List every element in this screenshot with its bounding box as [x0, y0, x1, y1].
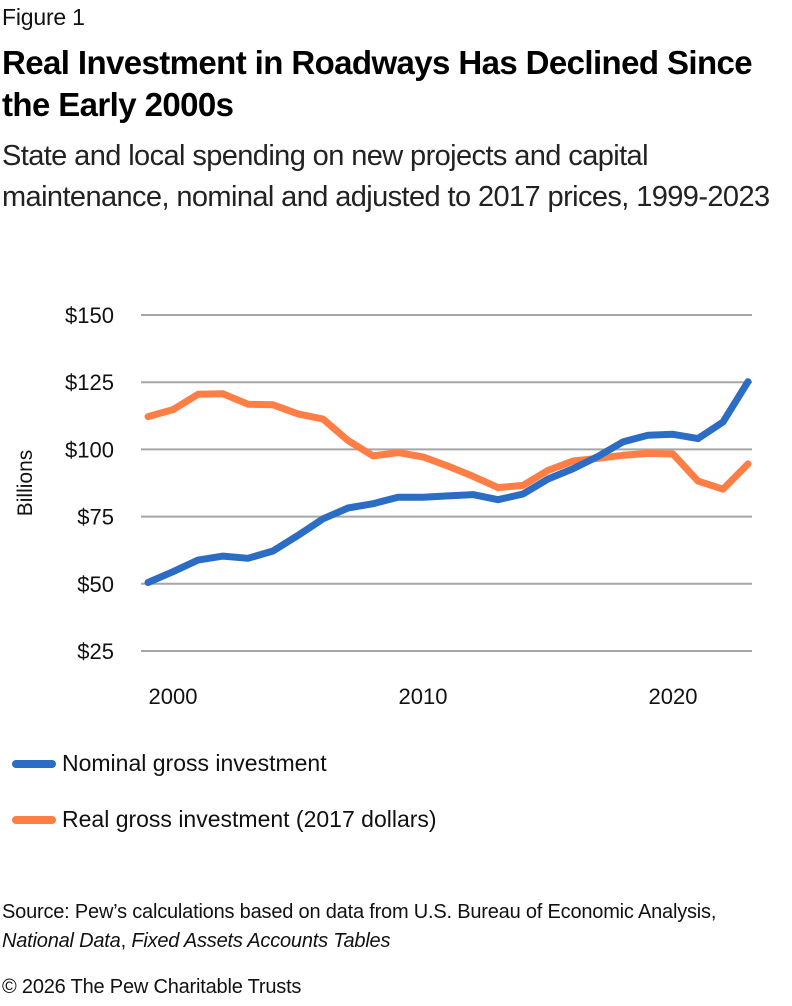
source-note: Source: Pew’s calculations based on data… — [2, 898, 782, 956]
y-tick-label: $50 — [77, 572, 114, 597]
source-text: Source: Pew’s calculations based on data… — [2, 901, 717, 923]
series-line-real — [144, 390, 752, 493]
line-chart: $25 $50 $75 $100 $125 $150 2000 2010 2020 Billi… — [14, 303, 752, 709]
y-tick-label: $100 — [65, 437, 114, 462]
x-tick-label: 2000 — [149, 684, 198, 709]
x-tick-label: 2010 — [399, 684, 448, 709]
y-axis-label: Billions — [14, 450, 37, 517]
legend-swatch-real — [12, 815, 56, 824]
series-lines — [144, 378, 752, 586]
figure-label: Figure 1 — [2, 4, 85, 30]
legend-label-nominal: Nominal gross investment — [62, 750, 327, 776]
y-axis-ticks: $25 $50 $75 $100 $125 $150 — [65, 303, 114, 664]
x-axis-ticks: 2000 2010 2020 — [149, 684, 698, 709]
series-line-nominal — [144, 378, 752, 586]
legend-label-real: Real gross investment (2017 dollars) — [62, 806, 437, 832]
chart-title: Real Investment in Roadways Has Declined… — [2, 44, 753, 123]
gridlines — [141, 314, 752, 652]
y-tick-label: $25 — [77, 639, 114, 664]
y-tick-label: $150 — [65, 303, 114, 328]
x-tick-label: 2020 — [649, 684, 698, 709]
legend-item-nominal: Nominal gross investment — [12, 750, 327, 777]
copyright: © 2026 The Pew Charitable Trusts — [2, 976, 302, 998]
chart-subtitle: State and local spending on new projects… — [2, 140, 770, 213]
y-tick-label: $75 — [77, 505, 114, 530]
source-italic-2: Fixed Assets Accounts Tables — [131, 930, 391, 952]
source-italic-1: National Data — [2, 930, 121, 952]
legend-swatch-nominal — [12, 759, 56, 768]
y-tick-label: $125 — [65, 370, 114, 395]
legend-item-real: Real gross investment (2017 dollars) — [12, 806, 437, 833]
source-sep: , — [120, 930, 132, 952]
